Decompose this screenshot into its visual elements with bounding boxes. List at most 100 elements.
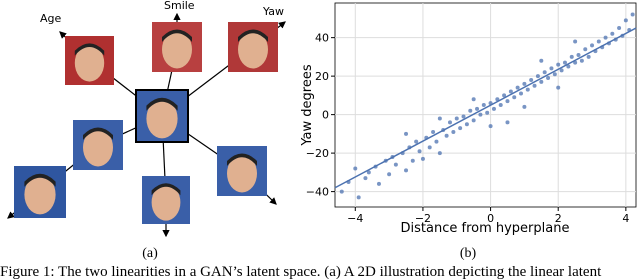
y-tick-label: −20 — [306, 147, 329, 160]
point — [387, 172, 392, 177]
hair — [24, 173, 56, 187]
point — [525, 87, 530, 92]
x-tick-label: −4 — [347, 212, 363, 225]
point — [573, 39, 578, 44]
x-tick-label: 0 — [487, 212, 494, 225]
point — [610, 31, 615, 36]
point — [437, 116, 442, 121]
sublabel: (b) — [460, 246, 477, 261]
point — [393, 162, 398, 167]
point — [556, 62, 561, 67]
y-tick-label: 40 — [315, 32, 329, 45]
point — [431, 129, 436, 134]
point — [562, 60, 567, 65]
point — [427, 145, 432, 150]
point — [478, 112, 483, 117]
point — [552, 72, 557, 77]
point — [471, 118, 476, 123]
point — [549, 66, 554, 71]
point — [376, 181, 381, 186]
point — [590, 43, 595, 48]
point — [535, 74, 540, 79]
fit-line — [334, 27, 637, 189]
face — [83, 128, 113, 167]
point — [542, 70, 547, 75]
hair — [74, 43, 105, 56]
point — [363, 176, 368, 181]
point — [546, 76, 551, 81]
point — [404, 131, 409, 136]
point — [410, 158, 415, 163]
x-axis-label: Distance from hyperplane — [401, 221, 570, 236]
point — [339, 189, 344, 194]
point — [515, 85, 520, 90]
diagram-label: Smile — [164, 0, 195, 12]
point — [481, 103, 486, 107]
point — [508, 89, 513, 94]
point — [532, 83, 537, 88]
point — [468, 108, 473, 113]
point — [475, 106, 480, 111]
point — [458, 126, 463, 131]
face — [238, 30, 268, 69]
diagram-label: Yaw — [262, 5, 284, 18]
point — [583, 47, 588, 52]
point — [505, 120, 510, 125]
point — [491, 106, 496, 111]
x-tick-label: 2 — [555, 212, 562, 225]
hair — [151, 183, 181, 196]
hair — [227, 153, 257, 166]
face — [162, 30, 192, 69]
point — [512, 95, 517, 100]
point — [488, 124, 493, 129]
point — [451, 129, 456, 134]
hair — [162, 29, 192, 42]
point — [522, 104, 527, 109]
point — [556, 85, 561, 90]
point — [353, 166, 358, 171]
face — [74, 44, 105, 82]
point — [603, 35, 608, 40]
point — [366, 170, 371, 175]
point — [539, 79, 544, 84]
point — [586, 54, 591, 59]
point — [566, 64, 571, 69]
x-tick-label: 4 — [622, 212, 629, 225]
point — [539, 58, 544, 63]
face — [227, 154, 257, 193]
point — [420, 156, 425, 161]
point — [485, 110, 490, 115]
point — [437, 151, 442, 156]
point — [569, 54, 574, 59]
point — [617, 26, 622, 31]
point — [417, 149, 422, 154]
caption: Figure 1: The two linearities in a GAN’s… — [0, 264, 602, 279]
point — [559, 68, 564, 73]
point — [630, 12, 635, 17]
hair — [238, 29, 268, 42]
point — [471, 97, 476, 102]
diagram-label: Age — [40, 12, 62, 25]
point — [434, 139, 439, 144]
face — [24, 174, 56, 215]
point — [596, 39, 601, 44]
face — [151, 184, 181, 221]
point — [404, 168, 409, 173]
point — [522, 81, 527, 86]
sublabel: (a) — [142, 246, 158, 261]
point — [502, 93, 507, 98]
point — [519, 91, 524, 96]
point — [529, 77, 534, 82]
point — [447, 120, 452, 125]
point — [576, 52, 581, 57]
point — [444, 133, 449, 138]
y-tick-label: 20 — [315, 70, 329, 83]
point — [498, 103, 503, 107]
y-axis-label: Yaw degrees — [300, 64, 315, 146]
face — [146, 98, 178, 139]
hair — [83, 127, 113, 140]
point — [579, 58, 584, 63]
point — [414, 139, 419, 144]
